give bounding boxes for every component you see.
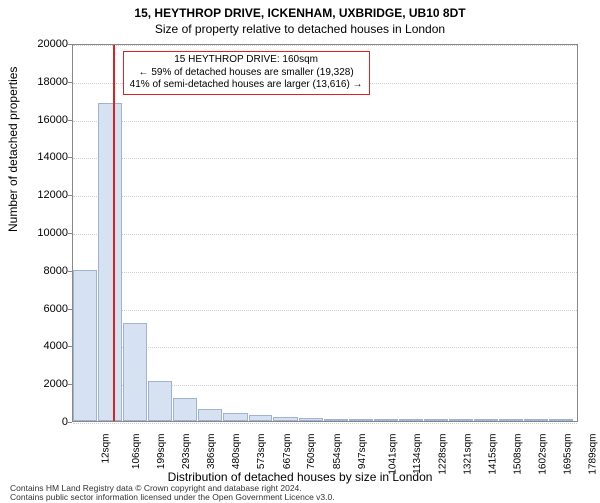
- annotation-line-1: 15 HEYTHROP DRIVE: 160sqm: [174, 54, 318, 65]
- y-tick-label: 20000: [8, 38, 68, 50]
- gridline: [73, 158, 577, 159]
- gridline: [73, 310, 577, 311]
- histogram-bar: [123, 323, 147, 421]
- x-axis-label: Distribution of detached houses by size …: [0, 470, 600, 484]
- x-tick-label: 760sqm: [307, 434, 318, 470]
- property-annotation: 15 HEYTHROP DRIVE: 160sqm ← 59% of detach…: [123, 51, 370, 95]
- y-tick-mark: [68, 120, 72, 121]
- y-tick-mark: [68, 82, 72, 83]
- y-tick-mark: [68, 233, 72, 234]
- y-tick-mark: [68, 44, 72, 45]
- y-tick-label: 16000: [8, 114, 68, 126]
- x-tick-label: 1415sqm: [488, 434, 499, 475]
- y-tick-label: 14000: [8, 151, 68, 163]
- page-subtitle: Size of property relative to detached ho…: [0, 20, 600, 40]
- histogram-bar: [249, 415, 273, 421]
- gridline: [73, 196, 577, 197]
- x-tick-label: 199sqm: [156, 434, 167, 470]
- histogram-bar: [474, 419, 498, 421]
- y-axis-label: Number of detached properties: [6, 67, 20, 232]
- histogram-bar: [424, 419, 448, 421]
- y-tick-label: 8000: [8, 265, 68, 277]
- y-tick-label: 12000: [8, 189, 68, 201]
- x-tick-label: 947sqm: [357, 434, 368, 470]
- y-tick-label: 18000: [8, 76, 68, 88]
- histogram-bar: [73, 270, 97, 421]
- x-tick-label: 386sqm: [206, 434, 217, 470]
- x-tick-label: 1789sqm: [588, 434, 599, 475]
- histogram-bar: [499, 419, 523, 421]
- histogram-bar: [524, 419, 548, 421]
- x-tick-label: 1321sqm: [462, 434, 473, 475]
- x-tick-label: 854sqm: [332, 434, 343, 470]
- y-tick-mark: [68, 309, 72, 310]
- histogram-bar: [98, 103, 122, 421]
- x-tick-label: 106sqm: [131, 434, 142, 470]
- y-tick-mark: [68, 157, 72, 158]
- y-tick-mark: [68, 422, 72, 423]
- histogram-chart: 15 HEYTHROP DRIVE: 160sqm ← 59% of detach…: [72, 44, 578, 422]
- x-tick-label: 1695sqm: [563, 434, 574, 475]
- y-tick-label: 4000: [8, 340, 68, 352]
- histogram-bar: [223, 413, 247, 421]
- y-tick-mark: [68, 271, 72, 272]
- gridline: [73, 272, 577, 273]
- gridline: [73, 347, 577, 348]
- page-title: 15, HEYTHROP DRIVE, ICKENHAM, UXBRIDGE, …: [0, 0, 600, 20]
- y-tick-mark: [68, 384, 72, 385]
- gridline: [73, 423, 577, 424]
- histogram-bar: [273, 417, 297, 421]
- histogram-bar: [198, 409, 222, 421]
- y-tick-label: 10000: [8, 227, 68, 239]
- annotation-line-2: ← 59% of detached houses are smaller (19…: [139, 67, 354, 78]
- x-tick-label: 480sqm: [232, 434, 243, 470]
- gridline: [73, 121, 577, 122]
- histogram-bar: [374, 419, 398, 421]
- y-tick-mark: [68, 195, 72, 196]
- gridline: [73, 234, 577, 235]
- y-tick-label: 6000: [8, 303, 68, 315]
- y-tick-mark: [68, 346, 72, 347]
- x-tick-label: 293sqm: [181, 434, 192, 470]
- property-marker-line: [113, 45, 115, 421]
- histogram-bar: [449, 419, 473, 421]
- histogram-bar: [299, 418, 323, 421]
- x-tick-label: 1602sqm: [538, 434, 549, 475]
- histogram-bar: [349, 419, 373, 421]
- x-tick-label: 573sqm: [256, 434, 267, 470]
- x-tick-label: 667sqm: [282, 434, 293, 470]
- x-tick-label: 12sqm: [101, 434, 112, 464]
- histogram-bar: [148, 381, 172, 421]
- histogram-bar: [549, 419, 573, 421]
- y-tick-label: 0: [8, 416, 68, 428]
- gridline: [73, 45, 577, 46]
- x-tick-label: 1228sqm: [438, 434, 449, 475]
- x-tick-label: 1134sqm: [412, 434, 423, 474]
- x-tick-label: 1508sqm: [513, 434, 524, 475]
- x-tick-label: 1041sqm: [387, 434, 398, 475]
- histogram-bar: [399, 419, 423, 421]
- annotation-line-3: 41% of semi-detached houses are larger (…: [130, 79, 363, 90]
- histogram-bar: [173, 398, 197, 421]
- histogram-bar: [324, 419, 348, 421]
- y-tick-label: 2000: [8, 378, 68, 390]
- footer-line-2: Contains public sector information licen…: [10, 492, 335, 502]
